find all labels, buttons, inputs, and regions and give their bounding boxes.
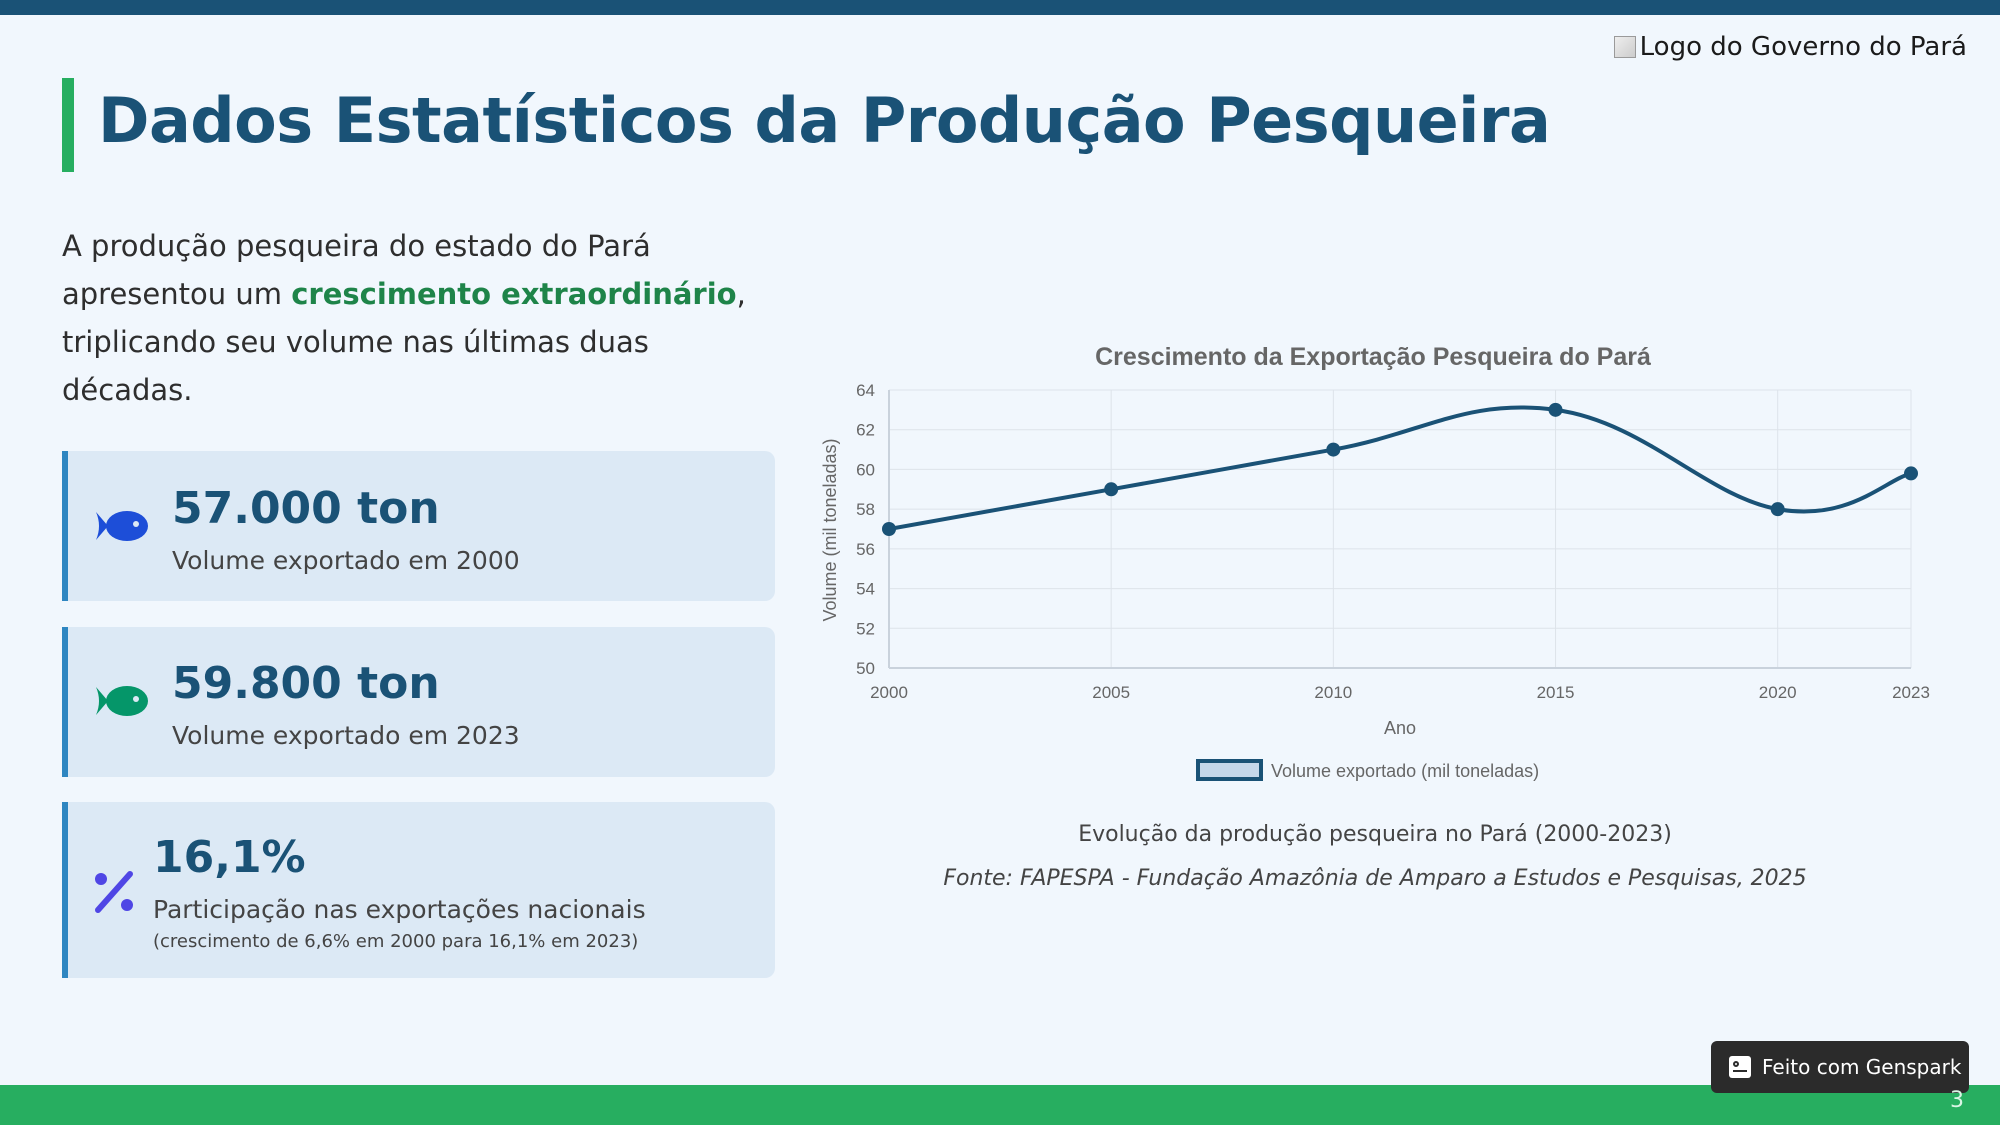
y-tick-label: 50 xyxy=(856,659,875,678)
stat-label: Volume exportado em 2023 xyxy=(172,721,520,750)
percent-icon xyxy=(95,871,133,913)
data-point xyxy=(1548,402,1563,417)
stat-value: 57.000 ton xyxy=(172,483,440,534)
intro-paragraph: A produção pesqueira do estado do Pará a… xyxy=(62,222,762,414)
x-tick-label: 2010 xyxy=(1314,683,1352,702)
y-tick-label: 60 xyxy=(856,460,875,479)
stat-sublabel: (crescimento de 6,6% em 2000 para 16,1% … xyxy=(153,931,639,952)
logo-alt-text: Logo do Governo do Pará xyxy=(1639,32,1967,62)
intro-highlight: crescimento extraordinário xyxy=(291,277,737,311)
stat-value: 16,1% xyxy=(153,832,306,883)
chart-caption: Evolução da produção pesqueira no Pará (… xyxy=(1078,822,1672,847)
series-line xyxy=(888,405,1912,531)
genspark-label: Feito com Genspark xyxy=(1762,1055,1962,1079)
x-axis-ticks: 2000 2005 2010 2015 2020 2023 xyxy=(870,683,1930,702)
intro-text: A produção pesqueira do estado do Pará a… xyxy=(62,229,651,311)
fish-icon xyxy=(96,686,148,716)
data-point xyxy=(1904,466,1918,481)
y-tick-label: 58 xyxy=(856,500,875,519)
chart-title: Crescimento da Exportação Pesqueira do P… xyxy=(1095,343,1651,371)
page-number: 3 xyxy=(1950,1088,1964,1113)
x-axis-label: Ano xyxy=(1384,718,1416,738)
legend[interactable]: Volume exportado (mil toneladas) xyxy=(1196,759,1539,781)
bottom-bar xyxy=(0,1085,2000,1125)
stat-label: Volume exportado em 2000 xyxy=(172,546,520,575)
x-tick-label: 2000 xyxy=(870,683,908,702)
genspark-icon xyxy=(1729,1056,1751,1078)
stat-label: Participação nas exportações nacionais xyxy=(153,895,646,924)
genspark-badge[interactable]: Feito com Genspark xyxy=(1711,1041,1969,1093)
data-point xyxy=(882,522,896,536)
y-tick-label: 62 xyxy=(856,421,875,440)
legend-swatch xyxy=(1196,759,1263,781)
government-logo: Logo do Governo do Pará xyxy=(1613,32,1967,62)
export-growth-chart: Crescimento da Exportação Pesqueira do P… xyxy=(810,330,1950,790)
page-title: Dados Estatísticos da Produção Pesqueira xyxy=(98,84,1551,157)
x-tick-label: 2020 xyxy=(1759,683,1797,702)
y-axis-ticks: 50 52 54 56 58 60 62 64 xyxy=(856,381,875,678)
top-bar xyxy=(0,0,2000,15)
data-point xyxy=(1104,482,1119,497)
chart-svg: Crescimento da Exportação Pesqueira do P… xyxy=(820,343,1930,781)
y-tick-label: 64 xyxy=(856,381,875,400)
stat-value: 59.800 ton xyxy=(172,658,440,709)
x-tick-label: 2015 xyxy=(1537,683,1575,702)
legend-label: Volume exportado (mil toneladas) xyxy=(1271,761,1539,781)
stat-card-2023: 59.800 ton Volume exportado em 2023 xyxy=(62,627,775,777)
x-tick-label: 2005 xyxy=(1092,683,1130,702)
stat-card-share: 16,1% Participação nas exportações nacio… xyxy=(62,802,775,978)
fish-icon xyxy=(96,511,148,541)
data-point xyxy=(1326,442,1341,457)
y-axis-label: Volume (mil toneladas) xyxy=(820,438,840,621)
y-tick-label: 52 xyxy=(856,619,875,638)
chart-source: Fonte: FAPESPA - Fundação Amazônia de Am… xyxy=(943,866,1807,891)
intro-text-end: , triplicando seu volume nas últimas dua… xyxy=(62,277,746,407)
broken-image-icon xyxy=(1613,36,1636,58)
y-tick-label: 54 xyxy=(856,580,875,599)
data-point xyxy=(1770,502,1785,517)
stat-card-2000: 57.000 ton Volume exportado em 2000 xyxy=(62,451,775,601)
y-tick-label: 56 xyxy=(856,540,875,559)
data-points xyxy=(882,402,1918,536)
x-tick-label: 2023 xyxy=(1892,683,1930,702)
title-accent-bar xyxy=(62,78,74,172)
